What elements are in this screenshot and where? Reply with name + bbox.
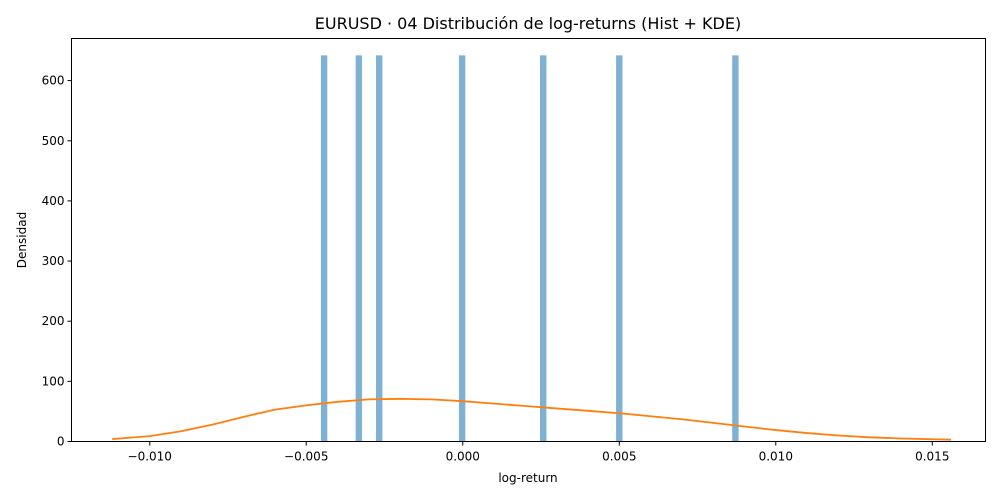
y-tick-label-6: 600 [42, 74, 65, 88]
histogram-bar-0 [320, 55, 328, 442]
histogram-bars [320, 55, 739, 442]
histogram-bar-2 [375, 55, 383, 442]
plot-frame [71, 38, 986, 442]
y-tick-label-5: 500 [42, 134, 65, 148]
x-axis-label: log-return [498, 471, 557, 485]
x-tick-label-2: 0.000 [446, 450, 480, 464]
y-axis-label: Densidad [15, 212, 29, 268]
x-tick-label-3: 0.005 [602, 450, 636, 464]
x-axis: −0.010 −0.005 0.000 0.005 0.010 0.015 [128, 441, 949, 464]
y-tick-label-2: 200 [42, 314, 65, 328]
histogram-bar-4 [540, 55, 547, 442]
x-tick-label-1: −0.005 [284, 450, 328, 464]
y-tick-label-4: 400 [42, 194, 65, 208]
y-tick-label-1: 100 [42, 374, 65, 388]
y-tick-label-3: 300 [42, 254, 65, 268]
x-tick-label-5: 0.015 [915, 450, 949, 464]
kde-line-layer [112, 397, 952, 441]
histogram-bar-6 [732, 55, 739, 442]
histogram-bar-5 [616, 55, 623, 442]
chart-title: EURUSD · 04 Distribución de log-returns … [315, 14, 741, 33]
kde-line-0 [112, 397, 952, 441]
y-tick-label-0: 0 [57, 435, 65, 449]
x-tick-label-4: 0.010 [759, 450, 793, 464]
y-axis: 0 100 200 300 400 500 600 [42, 74, 72, 449]
x-tick-label-0: −0.010 [128, 450, 172, 464]
histogram-bar-1 [355, 55, 363, 442]
histogram-bar-3 [458, 55, 466, 442]
